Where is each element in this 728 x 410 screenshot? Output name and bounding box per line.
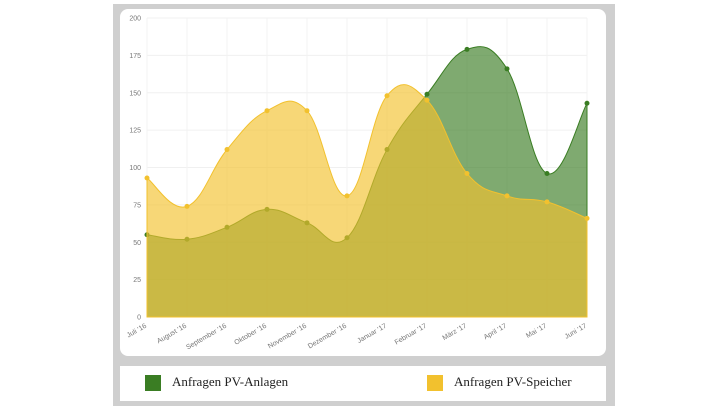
y-tick-label: 125 bbox=[129, 128, 141, 135]
y-tick-label: 175 bbox=[129, 53, 141, 60]
legend-label: Anfragen PV-Speicher bbox=[454, 374, 572, 389]
y-tick-label: 200 bbox=[129, 16, 141, 23]
legend-swatch bbox=[427, 375, 443, 391]
point bbox=[464, 46, 470, 52]
point bbox=[544, 199, 550, 205]
legend-panel bbox=[120, 366, 606, 401]
point bbox=[264, 108, 270, 114]
point bbox=[544, 170, 550, 176]
point bbox=[344, 193, 350, 199]
point bbox=[584, 215, 590, 221]
point bbox=[584, 100, 590, 106]
y-tick-label: 150 bbox=[129, 90, 141, 97]
legend-label: Anfragen PV-Anlagen bbox=[172, 374, 289, 389]
y-tick-label: 75 bbox=[133, 202, 141, 209]
point bbox=[384, 93, 390, 99]
y-tick-label: 100 bbox=[129, 165, 141, 172]
y-tick-label: 0 bbox=[137, 315, 141, 322]
point bbox=[304, 108, 310, 114]
y-tick-label: 25 bbox=[133, 277, 141, 284]
point bbox=[424, 91, 430, 97]
point bbox=[504, 66, 510, 72]
point bbox=[464, 170, 470, 176]
y-tick-label: 50 bbox=[133, 240, 141, 247]
point bbox=[184, 203, 190, 209]
point bbox=[504, 193, 510, 199]
point bbox=[224, 147, 230, 153]
point bbox=[144, 175, 150, 181]
legend-swatch bbox=[145, 375, 161, 391]
point bbox=[424, 97, 430, 103]
